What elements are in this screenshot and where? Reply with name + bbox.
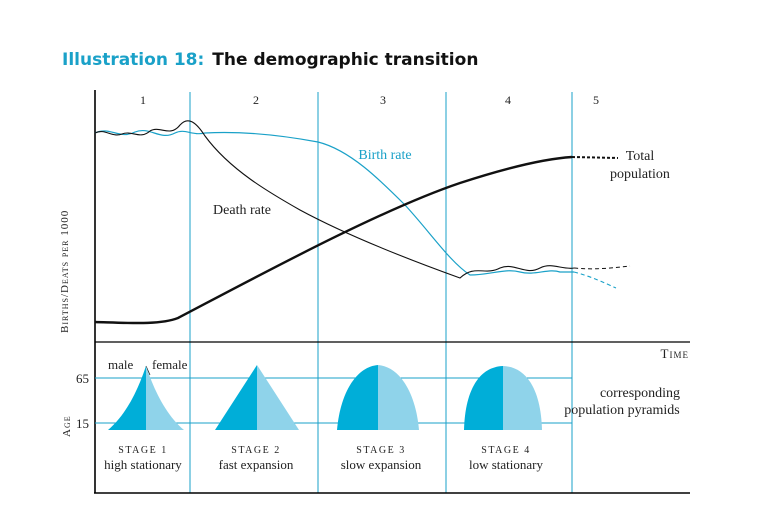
stage-1-title: Stage 1 — [118, 445, 167, 456]
pyramid-1-male — [108, 366, 146, 430]
stage-number-1: 1 — [140, 93, 146, 107]
stage-4-desc: low stationary — [469, 457, 544, 472]
stage-2-desc: fast expansion — [219, 457, 294, 472]
total-population-projection — [571, 156, 619, 159]
stage-captions: Stage 1 high stationary Stage 2 fast exp… — [104, 445, 543, 472]
pyramids-caption-line2: population pyramids — [564, 403, 680, 418]
total-population-curve — [94, 155, 573, 325]
death-rate-label: Death rate — [213, 203, 271, 218]
pyramid-1-female — [146, 366, 184, 430]
pyramid-4-male — [464, 366, 503, 430]
stage-3-desc: slow expansion — [341, 457, 422, 472]
pyramid-stage-4 — [464, 366, 542, 430]
stage-number-3: 3 — [380, 93, 386, 107]
birth-rate-projection — [573, 271, 617, 289]
male-label: male — [108, 357, 133, 372]
birth-rate-label: Birth rate — [358, 148, 411, 163]
axes — [94, 90, 690, 494]
stage-number-2: 2 — [253, 93, 259, 107]
pyramid-stage-3 — [337, 365, 419, 430]
death-rate-projection — [573, 265, 631, 270]
pyramid-stage-2 — [215, 365, 299, 430]
male-female-separator — [145, 365, 151, 376]
pyramids-caption-line1: corresponding — [600, 386, 680, 401]
birth-rate-curve — [94, 130, 574, 276]
total-population-label-line1: Total — [626, 149, 655, 164]
figure-title: Illustration 18: The demographic transit… — [62, 50, 478, 70]
death-rate-curve — [94, 120, 575, 279]
age-label: Age — [61, 415, 73, 437]
stage-3-title: Stage 3 — [356, 445, 405, 456]
pyramid-2-female — [257, 365, 299, 430]
stage-1-desc: high stationary — [104, 457, 182, 472]
age-15-tick: 15 — [76, 416, 89, 431]
pyramid-4-female — [503, 366, 542, 430]
stage-2-title: Stage 2 — [231, 445, 280, 456]
pyramid-3-male — [337, 365, 378, 430]
stage-4-title: Stage 4 — [481, 445, 530, 456]
y-axis-label: Births/Deats per 1000 — [59, 210, 71, 333]
stage-number-4: 4 — [505, 93, 511, 107]
stage-number-5: 5 — [593, 93, 599, 107]
pyramid-stage-1 — [108, 366, 184, 430]
total-population-label-line2: population — [610, 167, 670, 182]
stage-numbers: 1 2 3 4 5 — [140, 93, 599, 107]
title-prefix: Illustration 18: — [62, 50, 204, 70]
age-65-tick: 65 — [76, 371, 89, 386]
stage-dividers — [189, 92, 573, 493]
x-axis-label: Time — [661, 346, 689, 361]
title-text: The demographic transition — [212, 50, 478, 70]
pyramid-2-male — [215, 365, 257, 430]
female-label: female — [152, 357, 188, 372]
pyramid-3-female — [378, 365, 419, 430]
